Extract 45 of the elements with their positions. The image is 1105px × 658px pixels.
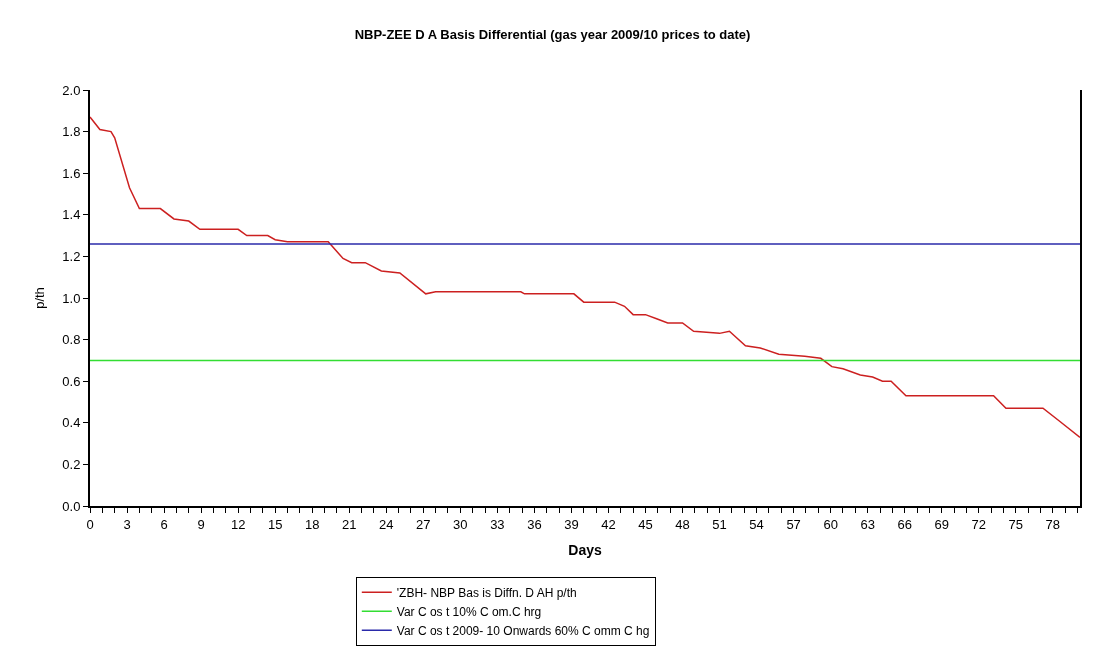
- y-tick-label: 0.0: [62, 498, 81, 514]
- y-tick-label: 1.6: [62, 165, 81, 181]
- x-tick-label: 57: [786, 516, 801, 532]
- x-tick-label: 6: [160, 516, 168, 532]
- x-tick-label: 78: [1045, 516, 1061, 532]
- x-tick-label: 45: [638, 516, 653, 532]
- legend-label: 'ZBH- NBP Bas is Diffn. D AH p/th: [396, 585, 577, 600]
- x-tick-label: 72: [971, 516, 987, 532]
- y-tick-label: 1.4: [62, 207, 81, 223]
- x-tick-label: 39: [564, 516, 579, 532]
- x-tick-label: 54: [749, 516, 764, 532]
- legend-label: Var C os t 10% C om.C hrg: [396, 604, 542, 619]
- x-tick-label: 60: [823, 516, 838, 532]
- y-tick-label: 0.8: [62, 332, 81, 348]
- x-tick-label: 63: [860, 516, 875, 532]
- y-axis-title: p/th: [31, 287, 47, 309]
- x-tick-label: 15: [267, 516, 283, 532]
- x-axis-title: Days: [568, 542, 602, 559]
- x-tick-label: 3: [123, 516, 131, 532]
- x-tick-label: 69: [934, 516, 949, 532]
- x-tick-label: 30: [453, 516, 468, 532]
- y-tick-label: 0.4: [62, 415, 81, 431]
- x-tick-label: 21: [342, 516, 357, 532]
- x-tick-label: 18: [304, 516, 320, 532]
- y-tick-label: 1.2: [62, 248, 81, 264]
- x-tick-label: 75: [1008, 516, 1024, 532]
- y-tick-label: 0.6: [62, 373, 81, 389]
- y-tick-label: 2.0: [62, 82, 81, 98]
- x-tick-label: 27: [416, 516, 431, 532]
- x-tick-label: 33: [490, 516, 505, 532]
- x-tick-label: 48: [675, 516, 690, 532]
- x-tick-label: 36: [527, 516, 542, 532]
- x-tick-label: 66: [897, 516, 912, 532]
- chart-title: NBP-ZEE D A Basis Differential (gas year 2009/10 prices to date): [354, 26, 751, 42]
- legend-label: Var C os t 2009- 10 Onwards 60% C omm C hg: [396, 623, 650, 638]
- x-tick-label: 9: [197, 516, 205, 532]
- x-tick-label: 0: [86, 516, 94, 532]
- line-series: [90, 116, 1080, 439]
- x-tick-label: 24: [379, 516, 394, 532]
- y-tick-label: 1.8: [62, 124, 81, 140]
- x-tick-label: 12: [230, 516, 246, 532]
- y-tick-label: 0.2: [62, 456, 81, 472]
- y-tick-label: 1.0: [62, 290, 81, 306]
- x-tick-label: 42: [601, 516, 616, 532]
- x-tick-label: 51: [712, 516, 727, 532]
